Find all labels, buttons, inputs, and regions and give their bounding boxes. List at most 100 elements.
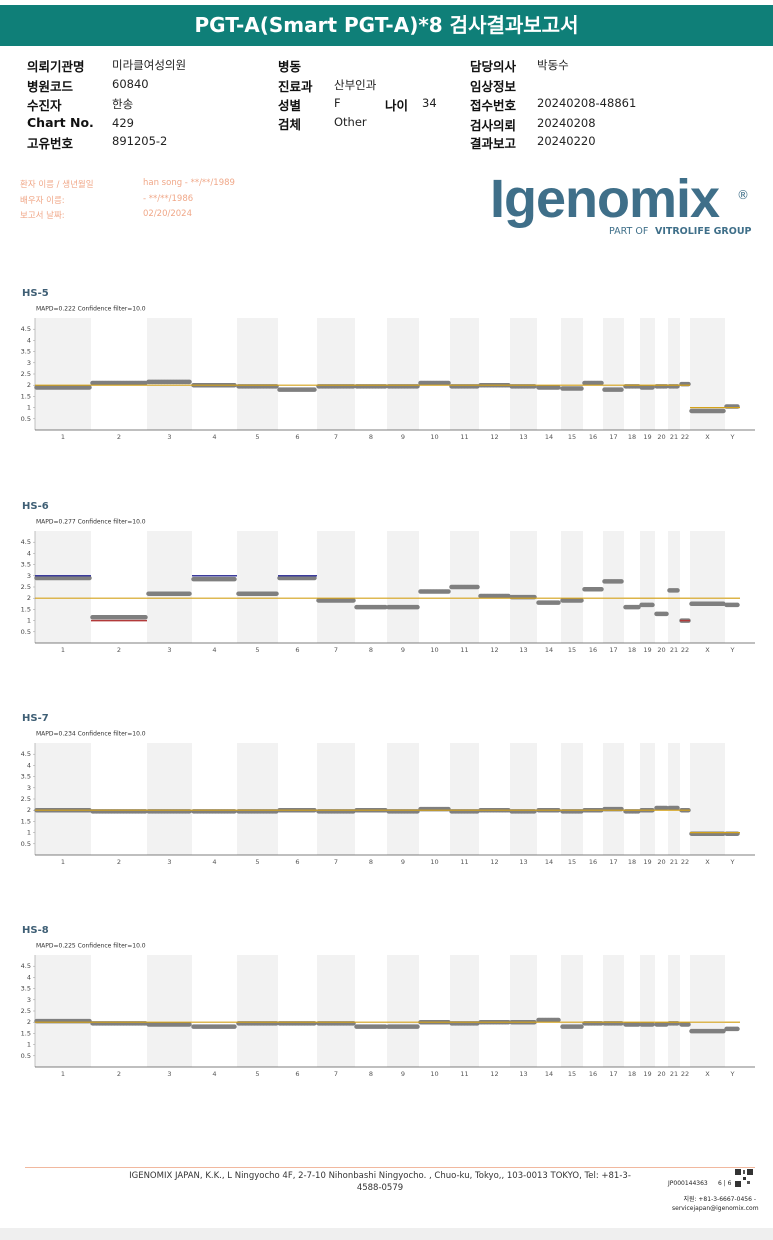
chromosome-band: [690, 531, 725, 643]
chromosome-band: [35, 955, 91, 1067]
chromosome-band: [640, 531, 655, 643]
contact: 지원: +81-3-6667-0456 - servicejapan@igeno…: [672, 1196, 759, 1212]
chromosome-band: [317, 318, 355, 430]
y-tick-label: 2: [27, 1018, 31, 1026]
qr-code: [734, 1168, 754, 1188]
patient-label: 환자 이름 / 생년월일: [20, 180, 94, 190]
doc-id: JP000144363: [668, 1180, 708, 1187]
chromosome-band: [510, 531, 537, 643]
report-title: PGT-A(Smart PGT-A)*8 검사결과보고서: [0, 5, 773, 46]
chromosome-band: [387, 531, 419, 643]
chromosome-band: [450, 955, 479, 1067]
chromosome-band: [147, 955, 192, 1067]
chart-title: HS-5: [22, 288, 49, 299]
chromosome-band: [35, 318, 91, 430]
logo: Igenomix: [490, 169, 720, 229]
x-tick-label: 8: [369, 433, 373, 441]
x-tick-label: Y: [730, 433, 735, 441]
x-tick-label: 1: [61, 433, 65, 441]
cnv-chart: HS-8 MAPD=0.225 Confidence filter=10.0 0.5…: [21, 925, 755, 1078]
field-value: 미라클여성의원: [112, 58, 187, 72]
x-tick-label: 18: [628, 1070, 636, 1078]
field-label: 담당의사: [470, 59, 517, 74]
x-tick-label: 2: [117, 646, 121, 654]
x-tick-label: 9: [401, 858, 405, 866]
field-label: 나이: [385, 98, 409, 113]
x-tick-label: 9: [401, 1070, 405, 1078]
chromosome-band: [668, 743, 680, 855]
chromosome-band: [603, 531, 624, 643]
patient-label: 보고서 날짜:: [20, 211, 65, 221]
chromosome-band: [450, 318, 479, 430]
x-tick-label: 18: [628, 858, 636, 866]
field-label: 접수번호: [470, 98, 517, 113]
chromosome-band: [237, 318, 278, 430]
y-tick-label: 4: [27, 549, 31, 557]
x-tick-label: 13: [519, 433, 527, 441]
x-tick-label: 19: [643, 433, 651, 441]
x-tick-label: 9: [401, 433, 405, 441]
x-tick-label: 20: [657, 1070, 665, 1078]
chromosome-band: [668, 955, 680, 1067]
cnv-chart: HS-6 MAPD=0.277 Confidence filter=10.0 0.5…: [21, 501, 755, 654]
x-tick-label: 22: [681, 858, 689, 866]
chromosome-band: [450, 743, 479, 855]
x-tick-label: 19: [643, 858, 651, 866]
y-tick-label: 2.5: [21, 583, 31, 591]
field-value: 20240220: [537, 134, 596, 148]
chromosome-band: [35, 531, 91, 643]
chromosome-band: [603, 318, 624, 430]
chromosome-band: [510, 955, 537, 1067]
chromosome-band: [147, 531, 192, 643]
chromosome-band: [237, 743, 278, 855]
field-label: 병동: [278, 59, 302, 74]
y-tick-label: 1.5: [21, 817, 31, 825]
field-label: 임상정보: [470, 79, 517, 94]
x-tick-label: 20: [657, 858, 665, 866]
chart-subtitle: MAPD=0.225 Confidence filter=10.0: [36, 943, 146, 950]
chromosome-band: [317, 743, 355, 855]
field-label: 의뢰기관명: [27, 59, 85, 74]
x-tick-label: 10: [430, 858, 438, 866]
x-tick-label: 21: [670, 433, 678, 441]
chart-subtitle: MAPD=0.222 Confidence filter=10.0: [36, 306, 146, 313]
chromosome-band: [561, 318, 583, 430]
x-tick-label: 14: [545, 433, 553, 441]
chromosome-band: [603, 743, 624, 855]
x-tick-label: 2: [117, 858, 121, 866]
patient-value: - **/**/1986: [143, 194, 194, 204]
x-tick-label: 17: [609, 433, 617, 441]
x-tick-label: 4: [212, 1070, 216, 1078]
y-tick-label: 1: [27, 829, 31, 837]
x-tick-label: 14: [545, 858, 553, 866]
chromosome-band: [317, 955, 355, 1067]
x-tick-label: 4: [212, 433, 216, 441]
y-tick-label: 4: [27, 761, 31, 769]
field-value: 20240208: [537, 116, 596, 130]
y-tick-label: 2.5: [21, 1007, 31, 1015]
y-tick-label: 4.5: [21, 325, 31, 333]
x-tick-label: 3: [167, 646, 171, 654]
x-tick-label: 22: [681, 1070, 689, 1078]
logo-mark: ®: [737, 188, 749, 202]
x-tick-label: 6: [295, 858, 299, 866]
x-tick-label: 20: [657, 646, 665, 654]
chromosome-band: [668, 531, 680, 643]
x-tick-label: 19: [643, 1070, 651, 1078]
page-bottom: [0, 1228, 773, 1240]
x-tick-label: 13: [519, 1070, 527, 1078]
y-tick-label: 3: [27, 996, 31, 1004]
x-tick-label: X: [705, 858, 710, 866]
x-tick-label: 12: [490, 646, 498, 654]
chromosome-band: [561, 531, 583, 643]
x-tick-label: 3: [167, 858, 171, 866]
cnv-chart: HS-7 MAPD=0.234 Confidence filter=10.0 0.5…: [21, 713, 755, 866]
x-tick-label: Y: [730, 1070, 735, 1078]
x-tick-label: 17: [609, 858, 617, 866]
x-tick-label: 16: [589, 433, 597, 441]
y-tick-label: 2: [27, 806, 31, 814]
y-tick-label: 4.5: [21, 750, 31, 758]
field-value: 박동수: [537, 58, 569, 72]
x-tick-label: 14: [545, 1070, 553, 1078]
x-tick-label: 5: [255, 646, 259, 654]
